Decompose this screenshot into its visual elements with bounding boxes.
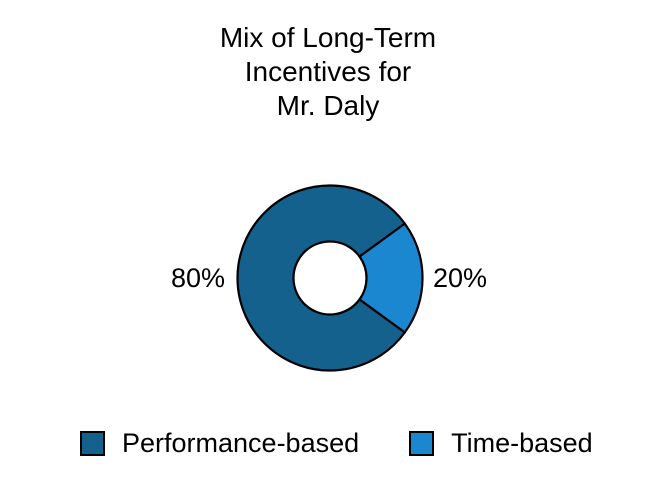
time-color-swatch	[409, 431, 435, 456]
performance-color-swatch	[80, 431, 105, 456]
time-slice	[358, 222, 424, 334]
chart-title-line-1: Mix of Long-Term	[219, 22, 437, 53]
legend-label-performance: Performance-based	[122, 428, 360, 458]
legend-item-time: Time-based	[409, 430, 593, 457]
time-slice-label: 20%	[433, 263, 488, 293]
performance-slice-label: 80%	[170, 263, 225, 293]
chart-title-line-2: Incentives for	[244, 56, 412, 87]
legend-label-time: Time-based	[451, 428, 593, 458]
chart-legend: Performance-based Time-based	[80, 430, 593, 457]
legend-item-performance: Performance-based	[80, 430, 359, 457]
chart-title: Mix of Long-Term Incentives for Mr. Daly	[0, 21, 656, 123]
chart-title-line-3: Mr. Daly	[276, 90, 380, 121]
performance-slice	[236, 184, 406, 372]
